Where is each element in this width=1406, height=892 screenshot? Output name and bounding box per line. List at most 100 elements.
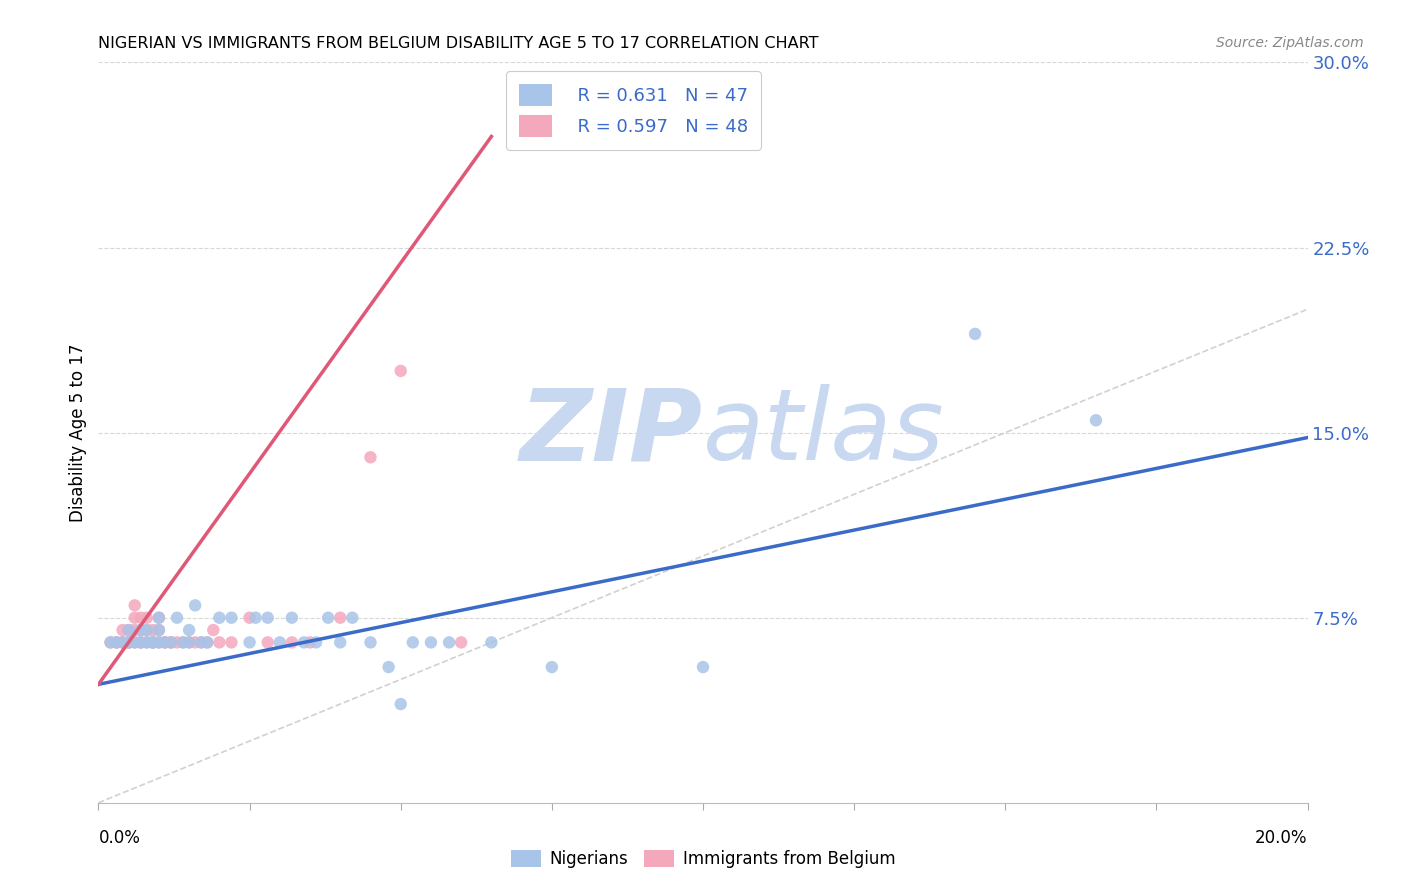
Point xyxy=(142,635,165,649)
Point xyxy=(142,635,165,649)
Point xyxy=(118,635,141,649)
Point xyxy=(179,635,201,649)
Point xyxy=(124,635,146,649)
Point xyxy=(142,623,165,637)
Point xyxy=(148,623,170,637)
Point xyxy=(221,635,243,649)
Point xyxy=(420,635,443,649)
Point xyxy=(100,635,122,649)
Point xyxy=(135,635,157,649)
Point xyxy=(437,635,460,649)
Point xyxy=(129,623,152,637)
Point xyxy=(166,611,188,625)
Point xyxy=(245,611,267,625)
Point xyxy=(184,635,207,649)
Point xyxy=(105,635,128,649)
Text: ZIP: ZIP xyxy=(520,384,703,481)
Point xyxy=(292,635,315,649)
Point xyxy=(190,635,212,649)
Legend:   R = 0.631   N = 47,   R = 0.597   N = 48: R = 0.631 N = 47, R = 0.597 N = 48 xyxy=(506,71,761,150)
Point xyxy=(129,635,152,649)
Point xyxy=(256,635,278,649)
Point xyxy=(281,611,304,625)
Point xyxy=(360,635,382,649)
Point xyxy=(179,635,201,649)
Point xyxy=(153,635,176,649)
Point xyxy=(135,635,157,649)
Point xyxy=(965,326,987,341)
Point xyxy=(105,635,128,649)
Point xyxy=(129,611,152,625)
Point xyxy=(160,635,183,649)
Text: 0.0%: 0.0% xyxy=(98,829,141,847)
Point xyxy=(135,623,157,637)
Point xyxy=(135,611,157,625)
Text: NIGERIAN VS IMMIGRANTS FROM BELGIUM DISABILITY AGE 5 TO 17 CORRELATION CHART: NIGERIAN VS IMMIGRANTS FROM BELGIUM DISA… xyxy=(98,36,818,51)
Point xyxy=(148,635,170,649)
Point xyxy=(172,635,194,649)
Point xyxy=(329,635,352,649)
Point xyxy=(256,611,278,625)
Point xyxy=(1085,413,1108,427)
Point xyxy=(329,611,352,625)
Point xyxy=(118,623,141,637)
Point xyxy=(118,635,141,649)
Point xyxy=(148,611,170,625)
Point xyxy=(195,635,218,649)
Point xyxy=(118,635,141,649)
Text: atlas: atlas xyxy=(703,384,945,481)
Point xyxy=(148,623,170,637)
Point xyxy=(160,635,183,649)
Point xyxy=(299,635,322,649)
Point xyxy=(100,635,122,649)
Point xyxy=(305,635,328,649)
Point xyxy=(195,635,218,649)
Point xyxy=(142,635,165,649)
Text: Source: ZipAtlas.com: Source: ZipAtlas.com xyxy=(1216,36,1364,50)
Text: 20.0%: 20.0% xyxy=(1256,829,1308,847)
Point xyxy=(208,635,231,649)
Point xyxy=(184,599,207,613)
Point xyxy=(172,635,194,649)
Point xyxy=(129,635,152,649)
Point xyxy=(342,611,364,625)
Point xyxy=(389,364,412,378)
Point xyxy=(160,635,183,649)
Point xyxy=(540,660,562,674)
Point xyxy=(111,635,134,649)
Point xyxy=(135,623,157,637)
Point xyxy=(360,450,382,465)
Point xyxy=(142,635,165,649)
Point xyxy=(111,635,134,649)
Point xyxy=(269,635,291,649)
Point xyxy=(124,611,146,625)
Point xyxy=(148,635,170,649)
Point xyxy=(389,697,412,711)
Legend: Nigerians, Immigrants from Belgium: Nigerians, Immigrants from Belgium xyxy=(503,843,903,875)
Point xyxy=(692,660,714,674)
Point xyxy=(316,611,339,625)
Point xyxy=(129,635,152,649)
Point xyxy=(481,635,503,649)
Point xyxy=(281,635,304,649)
Point xyxy=(124,599,146,613)
Point xyxy=(148,611,170,625)
Point xyxy=(450,635,472,649)
Point xyxy=(111,623,134,637)
Point xyxy=(239,611,262,625)
Point xyxy=(179,623,201,637)
Point xyxy=(153,635,176,649)
Point xyxy=(402,635,425,649)
Point xyxy=(190,635,212,649)
Point xyxy=(202,623,225,637)
Y-axis label: Disability Age 5 to 17: Disability Age 5 to 17 xyxy=(69,343,87,522)
Point xyxy=(124,623,146,637)
Point xyxy=(377,660,399,674)
Point xyxy=(105,635,128,649)
Point xyxy=(111,635,134,649)
Point xyxy=(118,623,141,637)
Point xyxy=(118,635,141,649)
Point xyxy=(124,635,146,649)
Point xyxy=(153,635,176,649)
Point xyxy=(208,611,231,625)
